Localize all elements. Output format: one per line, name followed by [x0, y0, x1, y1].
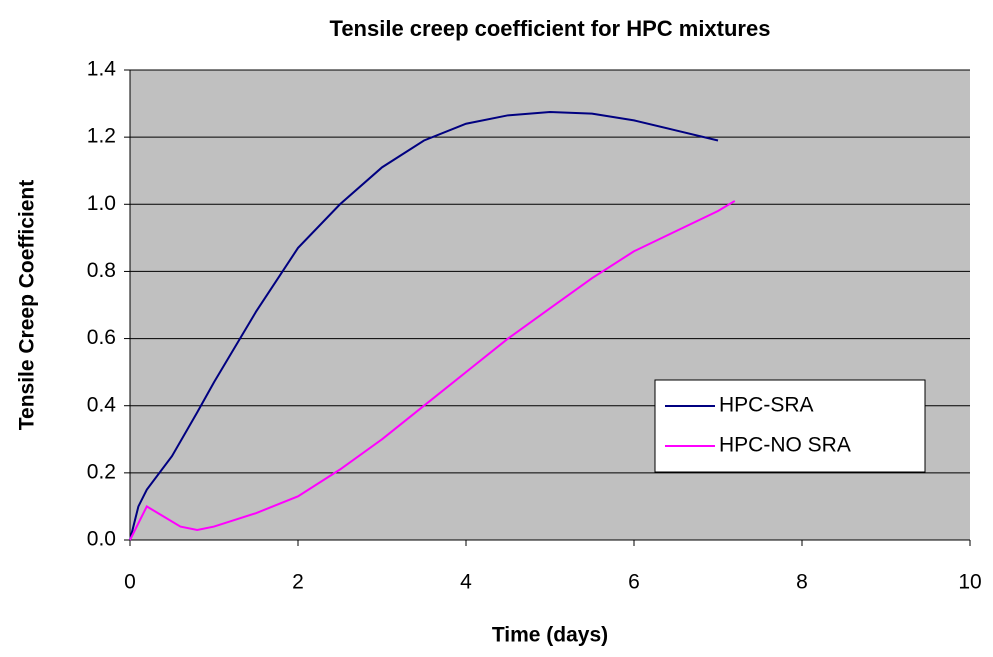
legend-box	[654, 379, 926, 473]
legend-label: HPC-NO SRA	[719, 434, 851, 457]
x-tick-label: 10	[958, 571, 981, 594]
y-tick-label: 0.0	[87, 528, 116, 551]
y-tick-label: 0.4	[87, 393, 117, 416]
chart-title: Tensile creep coefficient for HPC mixtur…	[330, 16, 771, 41]
x-tick-label: 8	[796, 571, 808, 594]
x-axis-label: Time (days)	[492, 624, 608, 647]
legend-label: HPC-SRA	[719, 394, 814, 417]
x-tick-label: 2	[292, 571, 304, 594]
y-tick-label: 0.2	[87, 460, 116, 483]
series-line	[129, 200, 736, 541]
y-tick-label: 1.4	[87, 58, 117, 81]
y-tick-label: 1.2	[87, 125, 116, 148]
x-tick-label: 6	[628, 571, 640, 594]
x-tick-label: 0	[124, 571, 136, 594]
x-tick-label: 4	[460, 571, 472, 594]
y-tick-label: 1.0	[87, 192, 116, 215]
y-tick-label: 0.6	[87, 326, 116, 349]
y-tick-label: 0.8	[87, 259, 116, 282]
series-line	[129, 110, 719, 541]
y-axis-label: Tensile Creep Coefficient	[16, 180, 39, 431]
